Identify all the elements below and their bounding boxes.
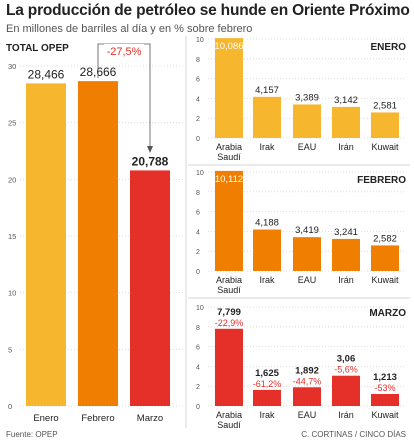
y-tick-label-enero-8: 8: [196, 57, 200, 64]
value-label-marzo-eau: 1,892: [295, 365, 319, 376]
y-tick-label-febrero-8: 8: [196, 190, 200, 197]
x-tick-label-febrero-eau: EAU: [298, 275, 317, 285]
y-tick-label-febrero-10: 10: [196, 170, 204, 177]
value-label-marzo-arabia-saudí: 7,799: [217, 307, 241, 318]
y-tick-label-febrero-6: 6: [196, 210, 200, 217]
annotation-bg: [104, 44, 144, 58]
value-label-enero-kuwait: 2,581: [373, 100, 397, 111]
bar-enero-arabia-saudí: [215, 38, 243, 138]
y-tick-label-enero-0: 0: [196, 136, 200, 143]
y-tick-label-marzo-8: 8: [196, 325, 200, 332]
bar-marzo-irak: [253, 389, 281, 406]
x-tick-label-febrero-arabia-saudí-1: Arabia: [216, 275, 242, 285]
x-tick-label-marzo-irán: Irán: [338, 410, 354, 420]
y-tick-label-total-15: 15: [8, 232, 16, 241]
value-label-total-enero: 28,466: [28, 67, 65, 81]
x-tick-label-febrero-irán: Irán: [338, 275, 354, 285]
x-tick-label-febrero-kuwait: Kuwait: [371, 275, 399, 285]
panel-title-total-opep: TOTAL OPEP: [6, 43, 69, 54]
pct-label-marzo-irak: -61,2%: [253, 379, 282, 389]
x-tick-label-enero-irán: Irán: [338, 142, 354, 152]
x-tick-label-marzo-irak: Irak: [259, 410, 275, 420]
x-tick-label-enero-kuwait: Kuwait: [371, 142, 399, 152]
x-tick-label-marzo-arabia-saudí-1: Arabia: [216, 410, 242, 420]
value-label-febrero-irán: 3,241: [334, 227, 358, 238]
bar-febrero-irán: [332, 238, 360, 271]
bar-febrero-eau: [293, 237, 321, 271]
value-label-enero-arabia-saudí: 10,086: [214, 41, 243, 52]
bar-febrero-kuwait: [371, 245, 399, 271]
x-tick-label-febrero-arabia-saudí-2: Saudí: [217, 285, 241, 295]
y-tick-label-total-25: 25: [8, 119, 16, 128]
bar-marzo-irán: [332, 375, 360, 406]
y-tick-label-total-10: 10: [8, 289, 16, 298]
panel-title-febrero: FEBRERO: [357, 175, 406, 186]
value-label-enero-eau: 3,389: [295, 92, 319, 103]
x-tick-label-febrero-irak: Irak: [259, 275, 275, 285]
y-tick-label-total-30: 30: [8, 62, 16, 71]
panel-title-enero: ENERO: [370, 42, 406, 53]
pct-label-marzo-arabia-saudí: -22,9%: [215, 318, 244, 328]
pct-label-marzo-irán: -5,6%: [334, 365, 358, 375]
credits-note: C. CORTINAS / CINCO DÍAS: [301, 430, 406, 439]
y-tick-label-total-5: 5: [8, 345, 12, 354]
value-label-marzo-irak: 1,625: [255, 368, 279, 379]
x-tick-label-total-febrero: Febrero: [81, 413, 114, 424]
bar-enero-kuwait: [371, 112, 399, 138]
y-tick-label-enero-2: 2: [196, 116, 200, 123]
value-label-enero-irán: 3,142: [334, 95, 358, 106]
value-label-marzo-kuwait: 1,213: [373, 372, 397, 383]
value-label-febrero-arabia-saudí: 10,112: [215, 174, 243, 185]
x-tick-label-marzo-kuwait: Kuwait: [371, 410, 399, 420]
y-tick-label-marzo-6: 6: [196, 345, 200, 352]
bar-febrero-arabia-saudí: [215, 170, 243, 271]
x-tick-label-marzo-eau: EAU: [298, 410, 317, 420]
y-tick-label-febrero-0: 0: [196, 269, 200, 276]
annotation-arrow-icon: [147, 146, 153, 153]
y-tick-label-marzo-10: 10: [196, 305, 204, 312]
x-tick-label-marzo-arabia-saudí-2: Saudí: [217, 420, 241, 430]
bar-marzo-eau: [293, 387, 321, 406]
bar-total-enero: [26, 83, 66, 407]
value-label-febrero-kuwait: 2,582: [373, 233, 397, 244]
bar-total-marzo: [130, 170, 170, 406]
bar-marzo-kuwait: [371, 393, 399, 406]
y-tick-label-febrero-2: 2: [196, 249, 200, 256]
pct-label-marzo-kuwait: -53%: [374, 383, 395, 393]
y-tick-label-enero-10: 10: [196, 37, 204, 44]
x-tick-label-enero-eau: EAU: [298, 142, 317, 152]
y-tick-label-enero-4: 4: [196, 96, 200, 103]
value-label-febrero-eau: 3,419: [295, 225, 319, 236]
bar-marzo-arabia-saudí: [215, 328, 243, 406]
x-tick-label-total-marzo: Marzo: [137, 413, 163, 424]
pct-label-marzo-eau: -44,7%: [293, 376, 322, 386]
x-tick-label-total-enero: Enero: [33, 413, 58, 424]
bar-total-febrero: [78, 81, 118, 407]
bar-enero-irán: [332, 106, 360, 138]
annotation-pct-change: -27,5%: [107, 46, 142, 58]
y-tick-label-enero-6: 6: [196, 77, 200, 84]
y-tick-label-febrero-4: 4: [196, 229, 200, 236]
bar-febrero-irak: [253, 229, 281, 271]
chart-subtitle: En millones de barriles al día y en % so…: [6, 23, 253, 35]
value-label-marzo-irán: 3,06: [337, 354, 356, 365]
bar-enero-eau: [293, 104, 321, 138]
y-tick-label-marzo-4: 4: [196, 364, 200, 371]
value-label-febrero-irak: 4,188: [255, 218, 279, 229]
bar-enero-irak: [253, 96, 281, 138]
panel-title-marzo: MARZO: [369, 308, 406, 319]
y-tick-label-marzo-2: 2: [196, 384, 200, 391]
y-tick-label-total-0: 0: [8, 402, 12, 411]
x-tick-label-enero-irak: Irak: [259, 142, 275, 152]
value-label-total-marzo: 20,788: [132, 154, 169, 168]
chart-title: La producción de petróleo se hunde en Or…: [6, 2, 410, 19]
x-tick-label-enero-arabia-saudí-1: Arabia: [216, 142, 242, 152]
value-label-enero-irak: 4,157: [255, 85, 279, 96]
y-tick-label-marzo-0: 0: [196, 404, 200, 411]
y-tick-label-total-20: 20: [8, 175, 16, 184]
source-note: Fuente: OPEP: [6, 430, 58, 439]
x-tick-label-enero-arabia-saudí-2: Saudí: [217, 152, 241, 162]
